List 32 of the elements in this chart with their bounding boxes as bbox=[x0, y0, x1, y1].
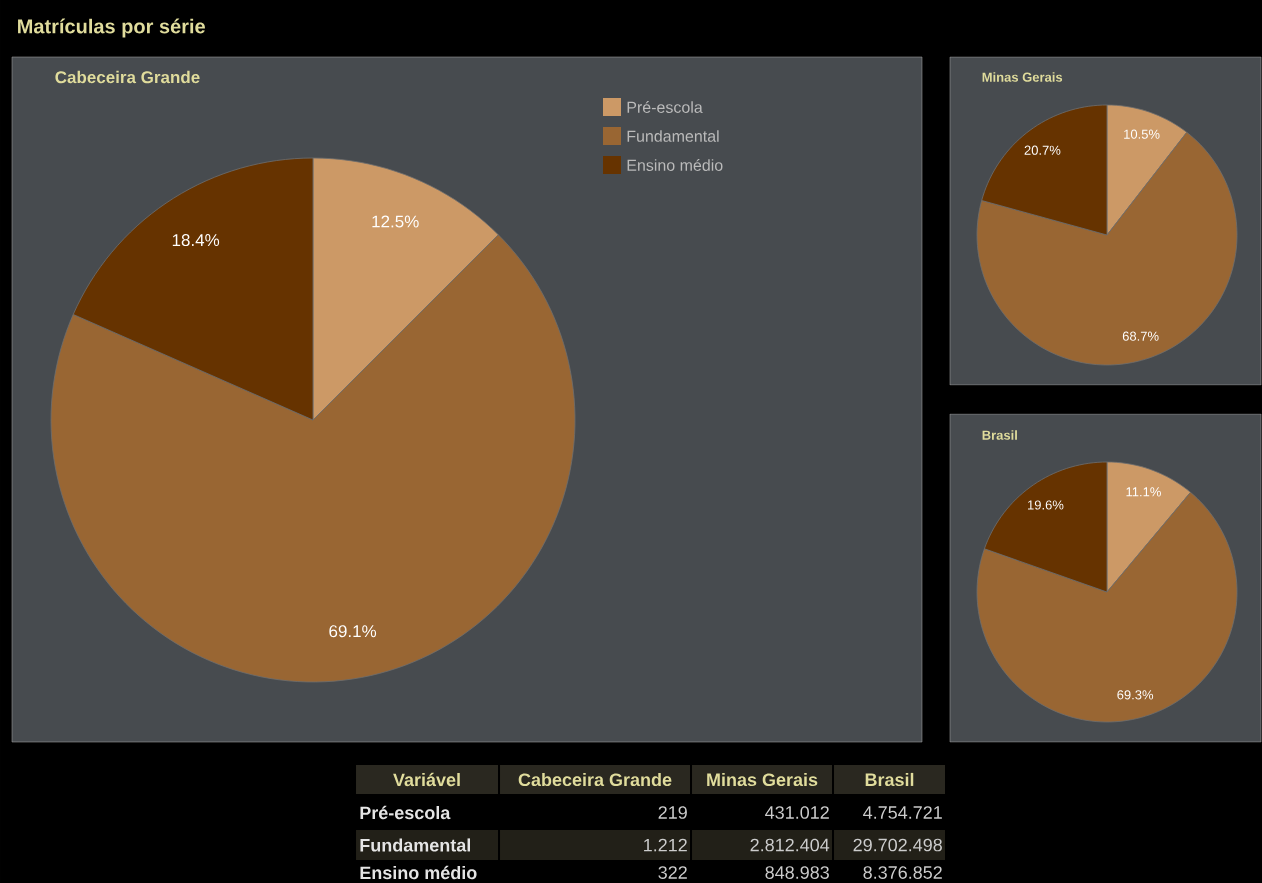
text: 219 bbox=[658, 806, 687, 819]
text: 322 bbox=[658, 866, 687, 879]
text: Cabeceira Grande bbox=[518, 772, 672, 787]
chart-subtitle: Cabeceira Grande bbox=[55, 70, 200, 84]
data-label: 20.7% bbox=[1024, 145, 1061, 155]
data-label: 18.4% bbox=[172, 234, 220, 247]
chart-subtitle: Minas Gerais bbox=[982, 72, 1063, 82]
text: 2.812.404 bbox=[750, 838, 830, 852]
text: 1.212 bbox=[644, 838, 687, 852]
legend-label: Pré-escola bbox=[627, 101, 703, 113]
chart-title: Matrículas por série bbox=[18, 18, 205, 38]
text: Brasil bbox=[865, 772, 914, 787]
data-label: 19.6% bbox=[1028, 500, 1064, 510]
data-label: 11.1% bbox=[1126, 487, 1161, 497]
text: 4.754.721 bbox=[863, 806, 942, 819]
text: Ensino médio bbox=[360, 865, 477, 880]
text: 8.376.852 bbox=[863, 866, 942, 879]
text: 848.983 bbox=[765, 866, 829, 879]
text: 29.702.498 bbox=[853, 838, 942, 852]
data-label: 69.3% bbox=[1117, 690, 1154, 700]
data-label: 10.5% bbox=[1124, 129, 1160, 139]
legend-label: Ensino médio bbox=[627, 159, 723, 171]
legend-label: Fundamental bbox=[627, 130, 719, 142]
data-label: 12.5% bbox=[372, 215, 419, 228]
text: 431.012 bbox=[765, 806, 829, 819]
text: Pré-escola bbox=[360, 805, 451, 820]
text: Minas Gerais bbox=[707, 772, 818, 787]
data-label: 68.7% bbox=[1122, 331, 1159, 341]
text: Variável bbox=[393, 772, 460, 787]
data-label: 69.1% bbox=[329, 625, 377, 638]
chart-subtitle: Brasil bbox=[982, 430, 1017, 440]
text: Fundamental bbox=[360, 838, 471, 852]
